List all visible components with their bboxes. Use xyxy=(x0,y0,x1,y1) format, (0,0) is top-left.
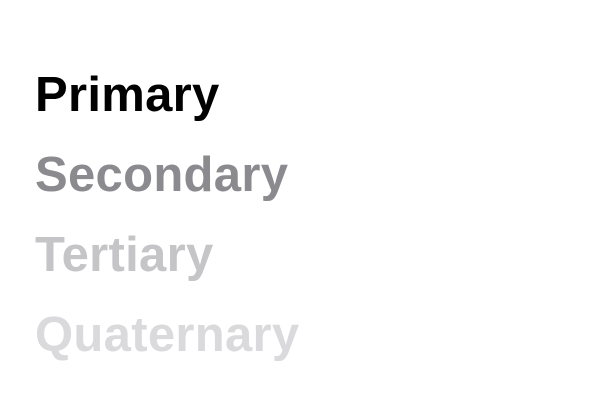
secondary-label: Secondary xyxy=(35,148,289,202)
primary-label: Primary xyxy=(35,68,220,122)
quaternary-label: Quaternary xyxy=(35,308,300,362)
label-color-list: Primary Secondary Tertiary Quaternary xyxy=(35,55,299,375)
tertiary-label: Tertiary xyxy=(35,228,214,282)
